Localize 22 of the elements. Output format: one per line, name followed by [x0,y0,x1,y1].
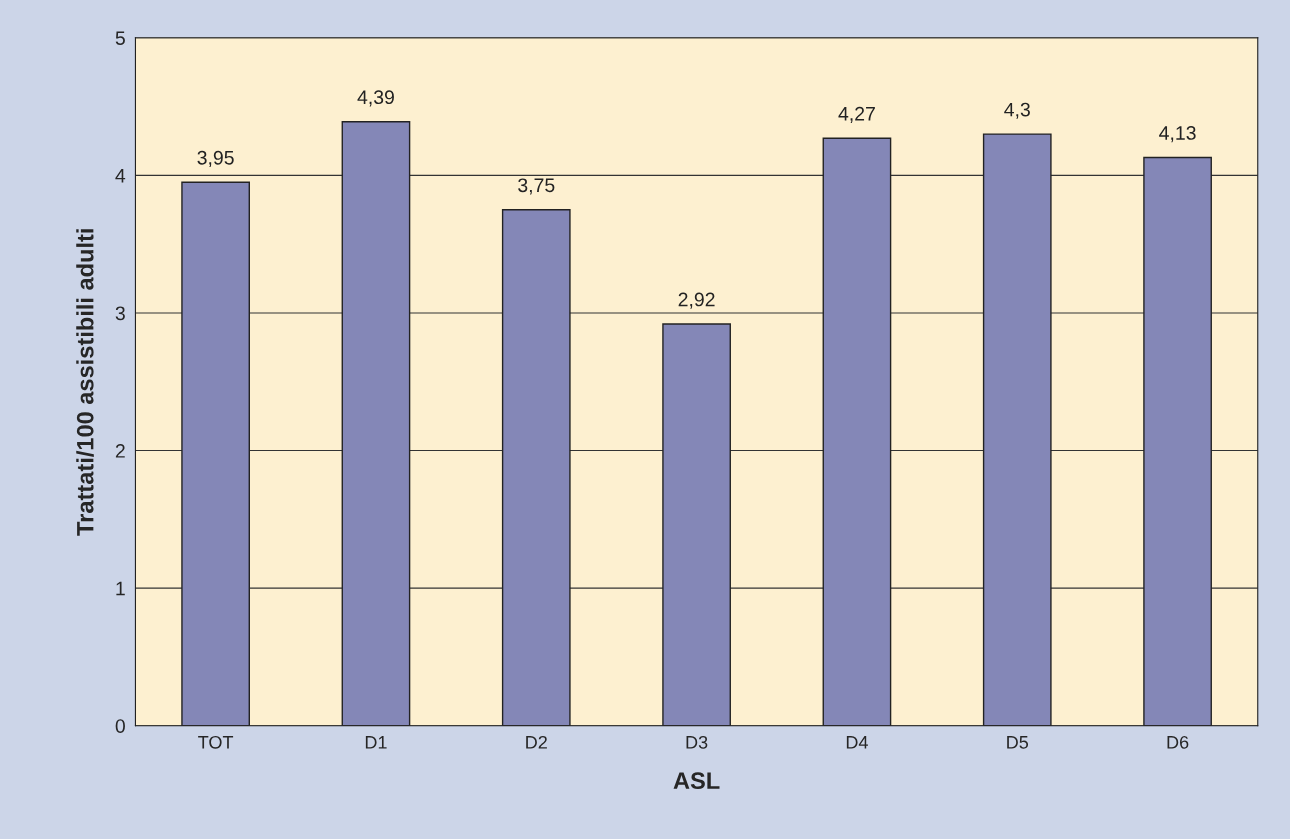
x-tick-label: D3 [686,735,708,749]
x-tick-label: TOT [198,735,234,749]
data-label: 3,95 [197,150,234,167]
y-tick-label: 1 [116,581,125,596]
data-label: 4,13 [1159,126,1196,143]
y-axis-title: Trattati/100 assistibili adulti [76,229,94,536]
x-axis-title: ASL [673,772,720,790]
x-tick-label: D6 [1167,735,1189,749]
y-tick-label: 5 [115,31,125,45]
data-label: 3,75 [518,178,555,195]
y-tick-label: 2 [115,444,125,458]
x-tick-label: D4 [846,736,868,749]
data-label: 4,39 [357,90,394,107]
data-label: 2,92 [678,292,715,309]
x-tick-label: D5 [1007,736,1029,749]
x-tick-label: D2 [526,735,547,749]
y-tick-label: 3 [115,306,125,321]
data-label: 4,27 [838,106,875,123]
y-tick-label: 4 [115,169,126,183]
y-tick-label: 0 [115,719,125,733]
data-label: 4,3 [1004,102,1030,119]
x-tick-label: D1 [365,736,387,749]
